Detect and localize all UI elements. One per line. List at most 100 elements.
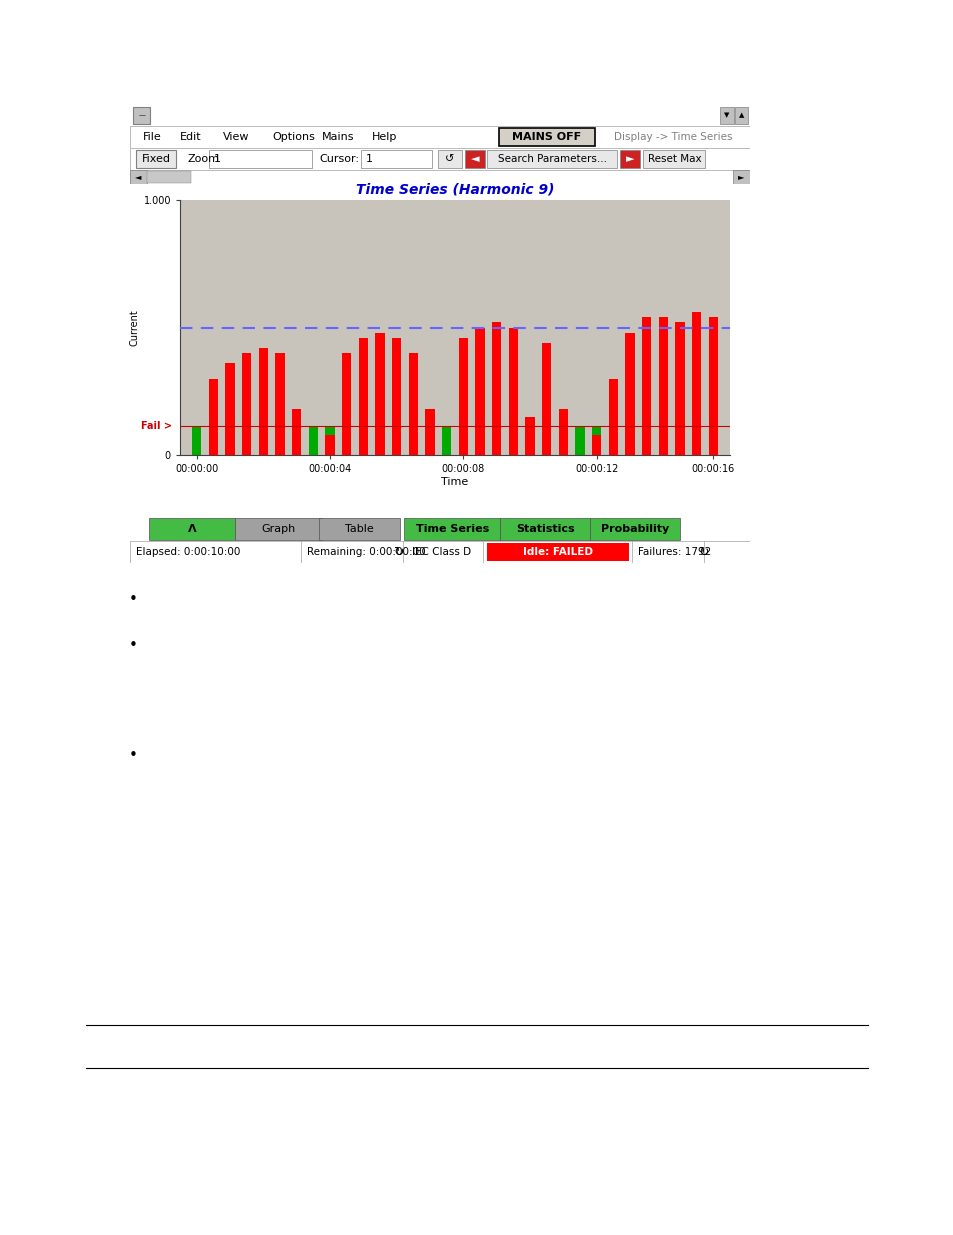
Text: •: • [129, 637, 137, 652]
Bar [275, 353, 284, 454]
Text: Table: Table [345, 524, 374, 534]
Text: Options: Options [273, 132, 315, 142]
Bar [209, 426, 217, 454]
Text: Edit: Edit [179, 132, 201, 142]
Text: Remaining: 0:00:00:00: Remaining: 0:00:00:00 [306, 547, 425, 557]
Bar [209, 378, 217, 454]
Bar [133, 107, 151, 124]
Bar [734, 107, 747, 124]
Bar [292, 409, 301, 454]
Text: 1: 1 [213, 154, 220, 164]
Bar [619, 151, 639, 168]
Text: Λ: Λ [188, 524, 196, 534]
Bar [464, 151, 484, 168]
Text: 1: 1 [365, 154, 373, 164]
Bar [404, 519, 500, 540]
Text: ►: ► [738, 173, 743, 182]
Text: HFTS Quasi-Stationary Harmonics EN61000-3-2 test – TEST .STA: HFTS Quasi-Stationary Harmonics EN61000-… [215, 109, 639, 122]
Text: ►: ► [625, 154, 634, 164]
Bar [309, 426, 317, 454]
Bar [225, 426, 234, 454]
Bar [147, 172, 191, 183]
Text: Fail >: Fail > [140, 421, 172, 431]
Bar [149, 519, 235, 540]
Bar [508, 426, 517, 454]
Bar [437, 151, 461, 168]
Bar [392, 337, 401, 454]
Bar [487, 151, 617, 168]
Bar [192, 426, 201, 454]
Text: Fixed: Fixed [142, 154, 171, 164]
Bar [242, 353, 251, 454]
Text: Failures: 1792: Failures: 1792 [638, 547, 711, 557]
Text: File: File [142, 132, 161, 142]
Bar [659, 426, 667, 454]
Text: IEC Class D: IEC Class D [412, 547, 471, 557]
Text: •: • [129, 747, 137, 762]
Bar [541, 343, 551, 454]
Bar [136, 151, 176, 168]
Bar [641, 426, 651, 454]
Bar [498, 127, 595, 146]
Text: Graph: Graph [261, 524, 295, 534]
Bar [558, 426, 567, 454]
Bar [492, 322, 500, 454]
Bar [592, 435, 600, 454]
Text: Search Parameters...: Search Parameters... [497, 154, 606, 164]
Text: ↻: ↻ [393, 546, 403, 558]
Title: Time Series (Harmonic 9): Time Series (Harmonic 9) [355, 182, 554, 196]
Bar [691, 312, 700, 454]
Text: ▼: ▼ [723, 112, 729, 119]
Bar [342, 426, 351, 454]
Bar [641, 317, 651, 454]
Bar [691, 426, 700, 454]
Text: Reset Max: Reset Max [647, 154, 700, 164]
Bar [608, 378, 618, 454]
Bar [458, 426, 467, 454]
Bar [360, 151, 432, 168]
Bar [500, 519, 590, 540]
Text: Idle: FAILED: Idle: FAILED [522, 547, 592, 557]
Bar [575, 426, 584, 454]
Bar [258, 426, 268, 454]
Bar [458, 337, 467, 454]
X-axis label: Time: Time [441, 477, 468, 487]
Bar [608, 426, 618, 454]
Bar [325, 435, 335, 454]
Bar [242, 426, 251, 454]
Bar [642, 151, 704, 168]
Text: Statistics: Statistics [516, 524, 574, 534]
Bar [508, 327, 517, 454]
Text: ↻: ↻ [698, 546, 708, 558]
Bar [425, 426, 435, 454]
Bar [275, 426, 284, 454]
Bar [408, 353, 417, 454]
Bar [375, 332, 384, 454]
Text: •: • [129, 593, 137, 608]
Text: Time Series: Time Series [416, 524, 489, 534]
Bar [592, 426, 600, 454]
Bar [318, 519, 399, 540]
Text: Zoom: Zoom [187, 154, 219, 164]
Text: Cursor:: Cursor: [318, 154, 358, 164]
Bar [525, 416, 534, 454]
Bar [590, 519, 679, 540]
Text: MAINS OFF: MAINS OFF [512, 132, 580, 142]
Text: Mains: Mains [322, 132, 355, 142]
Bar [292, 426, 301, 454]
Bar [708, 317, 718, 454]
Bar [625, 426, 634, 454]
Bar [732, 170, 749, 184]
Bar [342, 353, 351, 454]
Bar [475, 327, 484, 454]
Text: Probability: Probability [600, 524, 669, 534]
Bar [675, 322, 684, 454]
Bar [375, 426, 384, 454]
Y-axis label: Current: Current [130, 309, 139, 346]
Bar [130, 170, 147, 184]
Bar [675, 426, 684, 454]
Bar [258, 348, 268, 454]
Bar [720, 107, 733, 124]
Bar [475, 426, 484, 454]
Text: Elapsed: 0:00:10:00: Elapsed: 0:00:10:00 [136, 547, 240, 557]
